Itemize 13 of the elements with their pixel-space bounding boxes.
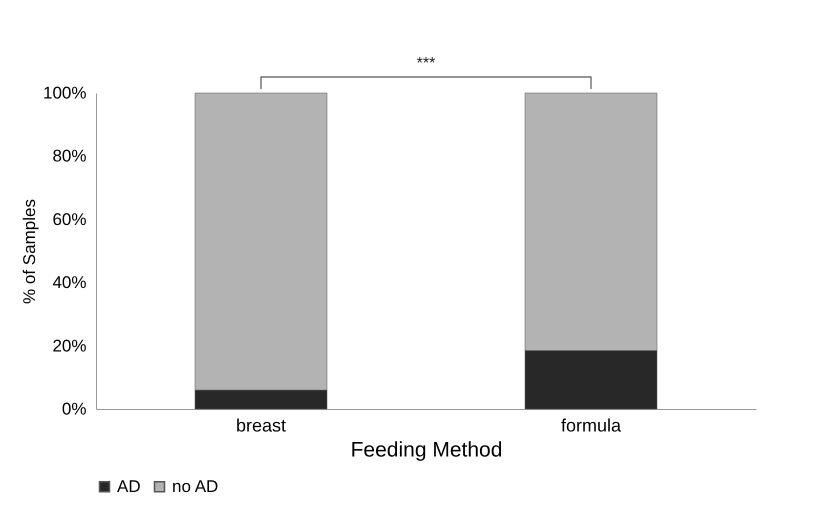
legend-label: no AD xyxy=(172,476,218,496)
x-tick-label: formula xyxy=(560,416,622,436)
text: *** xyxy=(416,55,436,72)
y-tick-label: 20% xyxy=(52,336,86,356)
y-tick-label: 100% xyxy=(43,84,86,102)
x-axis-title: Feeding Method xyxy=(350,438,502,462)
y-tick-label: 80% xyxy=(52,146,86,166)
legend-label: AD xyxy=(117,476,141,496)
y-tick-label: 40% xyxy=(52,273,86,292)
y-tick-label: 0% xyxy=(62,400,86,418)
x-tick-label: breast xyxy=(236,416,286,436)
y-axis-title: % of Samples xyxy=(20,199,40,304)
y-tick-label: 60% xyxy=(52,210,86,229)
